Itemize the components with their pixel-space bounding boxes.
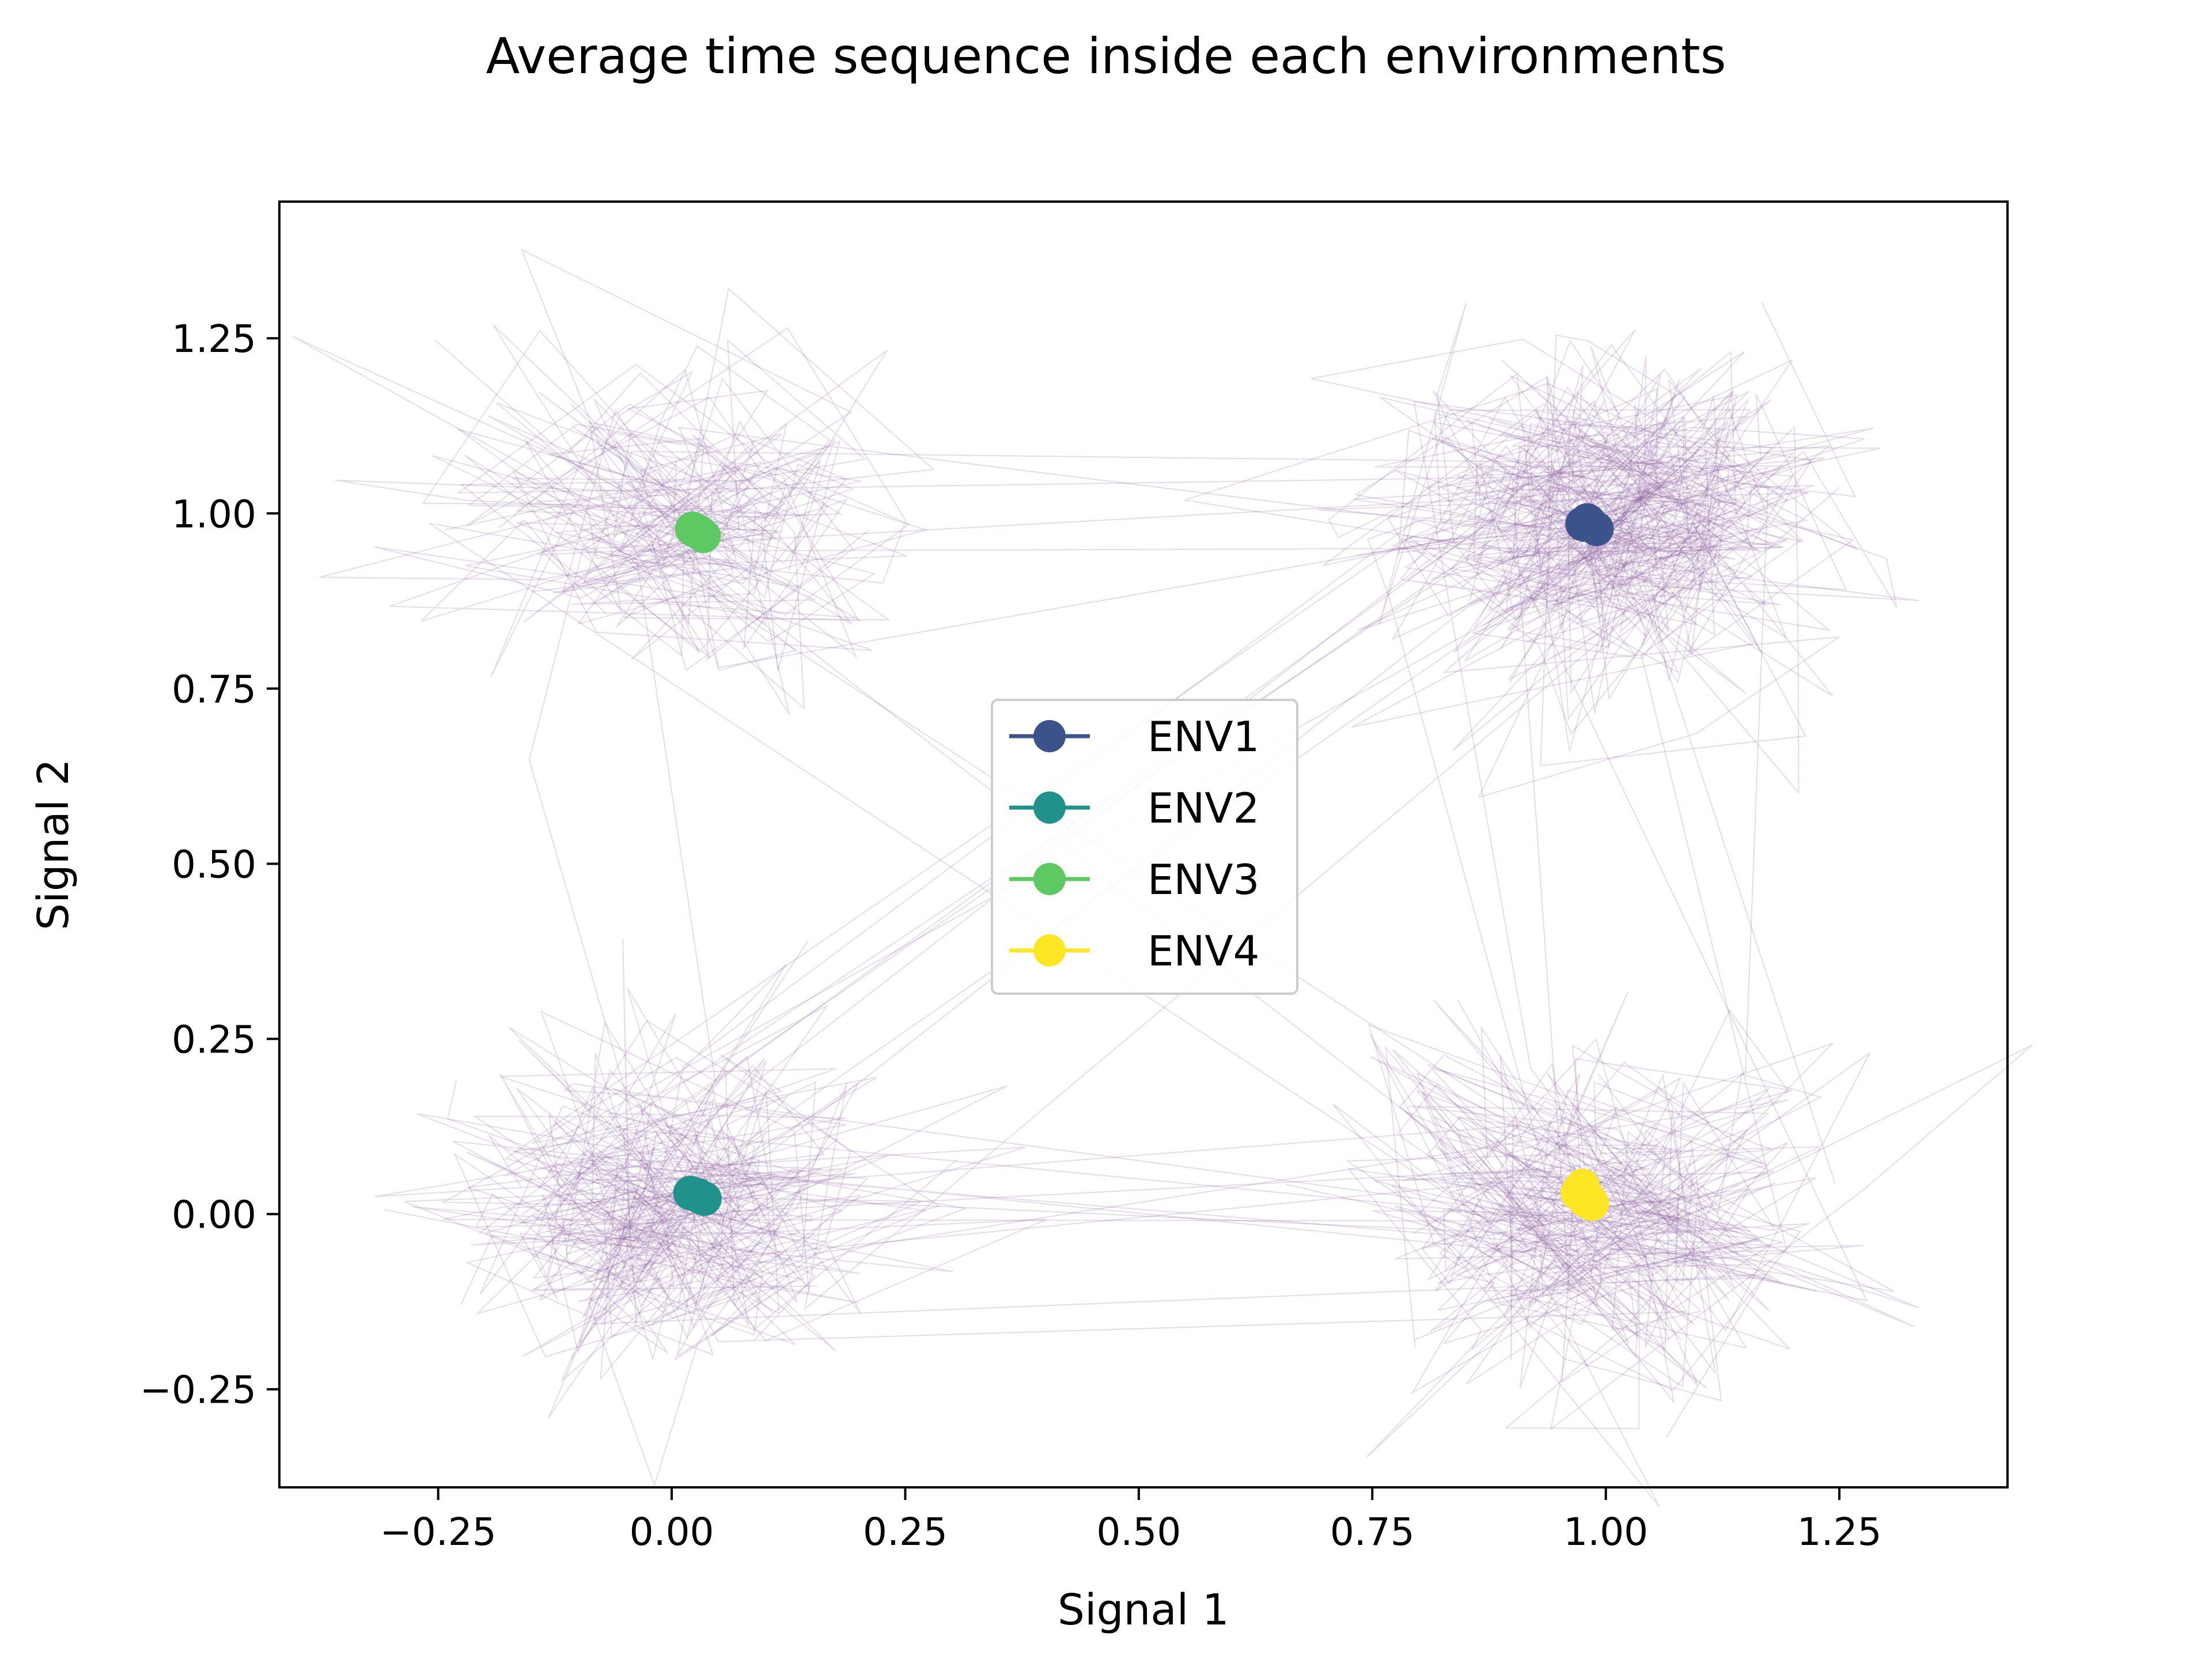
background-trace [389, 339, 861, 677]
y-tick-label: −0.25 [140, 1368, 256, 1412]
y-axis-label: Signal 2 [29, 759, 78, 930]
x-tick-label: 1.00 [1563, 1510, 1648, 1554]
plot-frame [278, 200, 2009, 1488]
y-tick-label: 0.25 [172, 1018, 256, 1062]
background-trace [1431, 339, 1840, 1184]
legend-marker [1033, 720, 1066, 752]
background-trace [292, 336, 1624, 1309]
legend-label: ENV3 [1147, 855, 1259, 904]
background-trace [456, 302, 1858, 681]
background-traces [292, 248, 2033, 1508]
background-trace [441, 346, 1831, 1352]
background-trace [446, 365, 1672, 1356]
x-tick-label: 1.25 [1797, 1510, 1882, 1554]
legend-marker [1033, 934, 1066, 967]
chart-title: Average time sequence inside each enviro… [486, 28, 1726, 85]
background-trace [412, 987, 1919, 1361]
series-env1 [1565, 503, 1614, 547]
background-trace [540, 391, 1767, 736]
background-trace [319, 324, 858, 672]
series-layer [673, 503, 1614, 1221]
legend-label: ENV4 [1147, 927, 1259, 975]
background-trace [685, 287, 1825, 668]
y-tick-label: 0.75 [172, 667, 256, 711]
x-tick-label: 0.00 [630, 1510, 714, 1554]
background-trace [416, 537, 1789, 1361]
legend: ENV1 ENV2 ENV3 ENV4 [991, 699, 1298, 995]
data-point [680, 514, 715, 549]
background-trace [522, 1020, 1816, 1357]
legend-label: ENV1 [1147, 713, 1259, 761]
data-point [680, 1177, 715, 1213]
background-trace [466, 351, 1811, 639]
background-trace [479, 1068, 1783, 1395]
background-trace [1323, 334, 1881, 767]
background-trace [499, 1058, 1823, 1315]
legend-label: ENV2 [1147, 784, 1259, 832]
background-trace [1332, 991, 2033, 1508]
y-tick-label: 0.00 [172, 1193, 256, 1237]
background-trace [1357, 399, 1919, 1308]
legend-marker [1033, 791, 1066, 824]
x-tick-label: 0.75 [1330, 1510, 1415, 1554]
background-trace [422, 329, 1781, 671]
legend-entry-env2: ENV2 [1009, 784, 1259, 832]
x-axis-label: Signal 1 [1058, 1585, 1229, 1635]
legend-box [991, 699, 1298, 995]
series-env4 [1560, 1168, 1609, 1221]
x-tick-label: 0.50 [1096, 1510, 1181, 1554]
series-env3 [675, 512, 721, 554]
background-trace [1356, 343, 1840, 751]
data-point [1562, 1172, 1597, 1207]
x-axis: −0.25 0.00 0.25 0.50 0.75 1.00 1.25 [380, 1487, 1882, 1554]
background-trace [384, 415, 1897, 1354]
background-trace [473, 420, 877, 1354]
background-trace [460, 1067, 1863, 1402]
background-trace [530, 400, 1871, 1332]
background-trace [802, 338, 1868, 1383]
background-trace [479, 329, 1794, 1234]
background-trace [499, 1021, 928, 1487]
background-trace [1366, 1062, 1802, 1458]
legend-entry-env1: ENV1 [1009, 713, 1259, 761]
legend-entry-env4: ENV4 [1009, 927, 1259, 975]
legend-entry-env3: ENV3 [1009, 855, 1259, 904]
series-env2 [673, 1176, 722, 1216]
x-tick-label: 0.25 [863, 1510, 948, 1554]
background-trace [374, 461, 1915, 1349]
x-tick-label: −0.25 [380, 1510, 497, 1554]
background-trace [432, 339, 1784, 710]
y-tick-label: 1.00 [172, 492, 256, 536]
background-trace [453, 1049, 1810, 1429]
background-trace [562, 301, 1895, 1303]
data-point [1568, 507, 1603, 542]
background-trace [1414, 1106, 1782, 1389]
background-trace [475, 1054, 1772, 1438]
y-axis: −0.25 0.00 0.25 0.50 0.75 1.00 1.25 [140, 317, 279, 1412]
background-trace [504, 382, 1855, 1382]
background-trace [459, 248, 910, 657]
y-tick-label: 1.25 [172, 317, 256, 361]
legend-marker [1033, 863, 1066, 895]
y-tick-label: 0.50 [172, 842, 256, 887]
background-trace [1370, 999, 1834, 1403]
background-trace [1379, 351, 1847, 721]
